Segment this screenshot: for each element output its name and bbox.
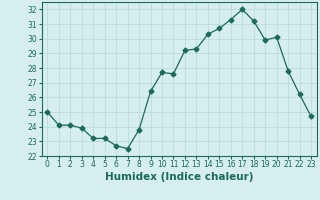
X-axis label: Humidex (Indice chaleur): Humidex (Indice chaleur) xyxy=(105,172,253,182)
